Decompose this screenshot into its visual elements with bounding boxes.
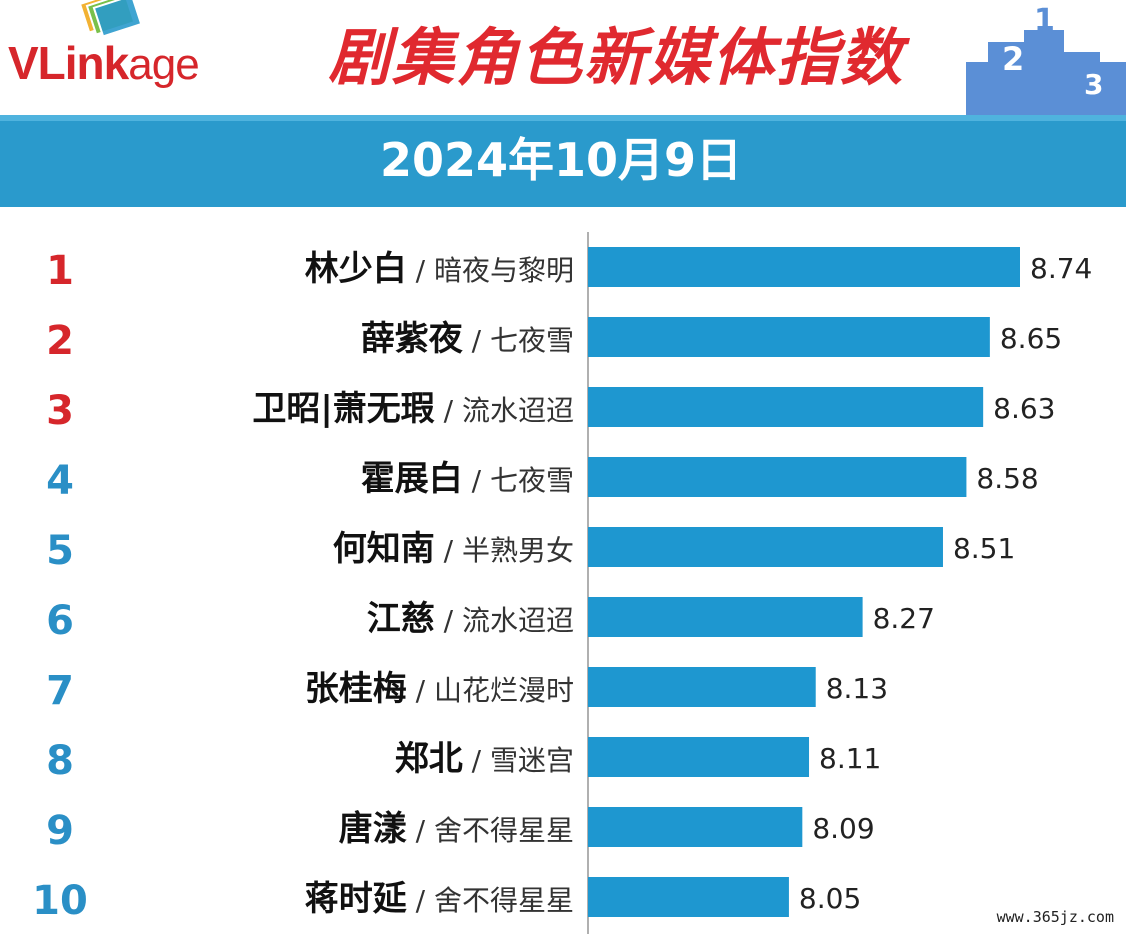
rank-number: 8	[46, 738, 74, 784]
category-label: 何知南 / 半熟男女	[333, 529, 574, 569]
bar	[588, 317, 990, 357]
rank-number: 9	[46, 808, 74, 854]
rank-number: 2	[46, 318, 74, 364]
podium-icon: 2 1 3	[966, 3, 1126, 115]
character-name: 江慈	[367, 599, 435, 639]
category-label: 唐漾 / 舍不得星星	[339, 809, 574, 849]
drama-name: / 七夜雪	[463, 324, 574, 357]
logo-wordmark: VLinkage	[8, 37, 200, 89]
category-label: 薛紫夜 / 七夜雪	[361, 319, 574, 359]
category-label: 江慈 / 流水迢迢	[367, 599, 574, 639]
drama-name: / 暗夜与黎明	[407, 254, 574, 287]
character-name: 唐漾	[339, 809, 407, 849]
character-name: 薛紫夜	[361, 319, 464, 359]
character-name: 何知南	[333, 529, 435, 569]
watermark: www.365jz.com	[990, 906, 1120, 928]
bar	[588, 877, 789, 917]
rank-number: 3	[46, 388, 74, 434]
data-label: 8.63	[993, 392, 1055, 425]
logo-mark-icon	[78, 0, 143, 38]
drama-name: / 山花烂漫时	[407, 674, 574, 707]
category-label: 蒋时延 / 舍不得星星	[305, 879, 574, 919]
character-name: 蒋时延	[305, 879, 408, 919]
rank-number: 7	[46, 668, 74, 714]
chart-date: 2024年10月9日	[379, 133, 743, 187]
character-name: 张桂梅	[305, 669, 407, 709]
category-label: 郑北 / 雪迷宫	[395, 739, 574, 779]
rank-number: 6	[46, 598, 74, 644]
bar	[588, 737, 810, 777]
character-name: 林少白	[305, 249, 407, 289]
character-name: 卫昭|萧无瑕	[252, 389, 434, 429]
category-label: 霍展白 / 七夜雪	[361, 459, 574, 499]
date-band	[0, 115, 1126, 207]
data-label: 8.09	[812, 812, 874, 845]
rank-number: 5	[46, 528, 74, 574]
data-label: 8.51	[953, 532, 1015, 565]
bar	[588, 807, 803, 847]
logo-wordmark-part2: age	[128, 40, 199, 89]
logo-wordmark-part1: VLink	[8, 37, 129, 89]
bar	[588, 667, 816, 707]
data-label: 8.27	[873, 602, 935, 635]
drama-name: / 半熟男女	[435, 534, 574, 567]
date-band-stripe	[0, 115, 1126, 121]
drama-name: / 流水迢迢	[435, 604, 574, 637]
drama-name: / 舍不得星星	[407, 814, 574, 847]
category-label: 林少白 / 暗夜与黎明	[305, 249, 574, 289]
podium-digit-1: 1	[1034, 3, 1055, 38]
chart-title: 剧集角色新媒体指数	[328, 21, 905, 94]
vlinkage-logo: VLinkage	[0, 0, 250, 110]
bar	[588, 247, 1020, 287]
drama-name: / 舍不得星星	[407, 884, 574, 917]
rank-number: 10	[32, 878, 88, 924]
bar	[588, 457, 967, 497]
data-label: 8.74	[1030, 252, 1092, 285]
drama-name: / 七夜雪	[463, 464, 574, 497]
ranking-bar-chart: 1 林少白 / 暗夜与黎明 8.74 2 薛紫夜 / 七夜雪 8.65 3 卫昭|萧无瑕 / …	[32, 232, 1092, 934]
rank-number: 4	[46, 458, 74, 504]
category-label: 卫昭|萧无瑕 / 流水迢迢	[252, 389, 574, 429]
data-label: 8.05	[799, 882, 861, 915]
bar	[588, 597, 863, 637]
data-label: 8.65	[1000, 322, 1062, 355]
data-label: 8.58	[976, 462, 1038, 495]
bar	[588, 387, 984, 427]
rank-number: 1	[46, 248, 74, 294]
data-label: 8.13	[826, 672, 888, 705]
drama-name: / 雪迷宫	[463, 744, 574, 777]
data-label: 8.11	[819, 742, 881, 775]
category-label: 张桂梅 / 山花烂漫时	[305, 669, 574, 709]
character-name: 霍展白	[361, 459, 463, 499]
character-name: 郑北	[395, 739, 463, 779]
drama-name: / 流水迢迢	[435, 394, 574, 427]
bar	[588, 527, 943, 567]
podium-digit-2: 2	[1002, 40, 1024, 78]
podium-digit-3: 3	[1084, 68, 1103, 101]
